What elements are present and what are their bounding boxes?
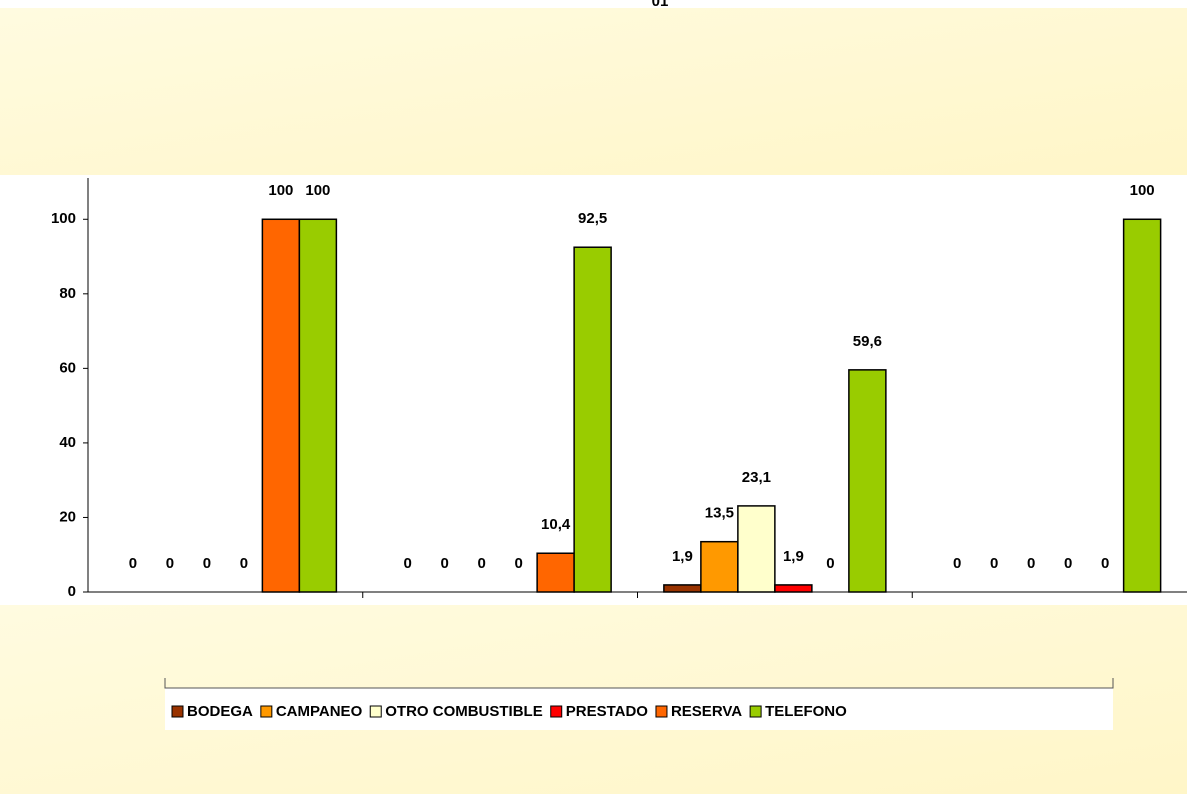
bar [573,246,612,593]
data-label: 100 [268,182,293,199]
legend-bracket [164,678,1114,689]
legend-swatch [260,705,273,718]
background-band [0,8,1187,175]
legend-label: RESERVA [671,703,742,720]
data-label: 92,5 [578,210,607,227]
bar [536,552,575,593]
legend-background [165,688,1113,730]
data-label: 0 [826,555,834,572]
y-tick-label: 100 [51,210,76,227]
legend-swatch [171,705,184,718]
legend-label: BODEGA [187,703,253,720]
bar [1122,218,1162,593]
data-label: 0 [240,555,248,572]
bar [848,369,887,593]
bar [737,505,776,593]
y-tick-label: 20 [59,508,76,525]
data-label: 0 [514,555,522,572]
bar [774,584,813,593]
y-tick-label: 60 [59,359,76,376]
bar [700,540,739,593]
data-label: 0 [403,555,411,572]
data-label: 0 [203,555,211,572]
data-label: 100 [1130,182,1155,199]
bar [261,218,301,593]
data-label: 0 [166,555,174,572]
bar [663,584,702,593]
legend-label: TELEFONO [765,703,847,720]
legend-label: PRESTADO [566,703,649,720]
data-label: 0 [953,555,961,572]
data-label: 100 [305,182,330,199]
bar [298,218,338,593]
legend-swatch [655,705,668,718]
data-label: 0 [1027,555,1035,572]
y-tick-label: 40 [59,434,76,451]
data-label: 0 [129,555,137,572]
data-label: 0 [1101,555,1109,572]
legend-label: OTRO COMBUSTIBLE [385,703,543,720]
data-label: 13,5 [705,505,734,522]
data-label: 23,1 [742,469,771,486]
data-label: 1,9 [783,548,804,565]
y-tick-label: 0 [68,583,76,600]
data-label: 59,6 [853,333,882,350]
data-label: 0 [1064,555,1072,572]
legend-swatch [749,705,762,718]
chart-title: 01 [652,0,669,10]
data-label: 0 [990,555,998,572]
legend-swatch [550,705,563,718]
data-label: 0 [477,555,485,572]
legend-label: CAMPANEO [276,703,363,720]
data-label: 1,9 [672,548,693,565]
legend-swatch [369,705,382,718]
data-label: 0 [440,555,448,572]
data-label: 10,4 [541,516,571,533]
y-tick-label: 80 [59,285,76,302]
